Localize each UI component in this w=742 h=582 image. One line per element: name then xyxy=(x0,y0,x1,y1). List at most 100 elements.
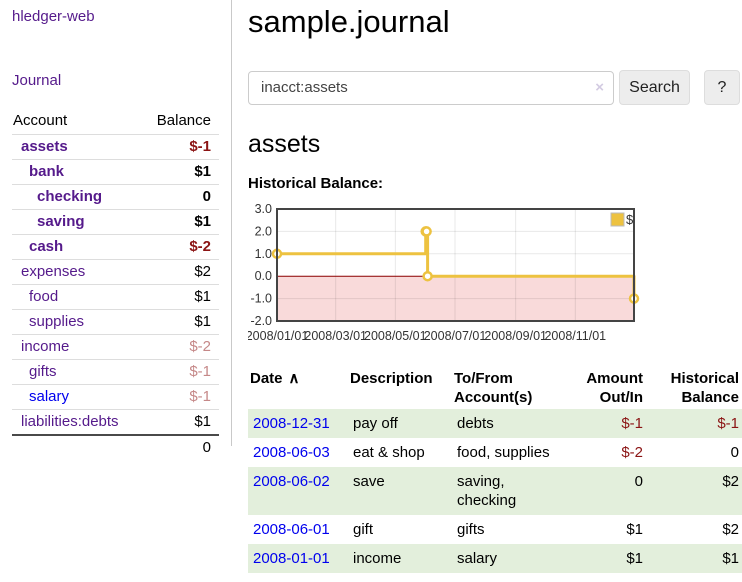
x-axis-tick-label: 2008/09/01 xyxy=(484,329,547,343)
page-title: sample.journal xyxy=(248,4,450,39)
column-header-accounts[interactable]: To/From Account(s) xyxy=(454,370,533,406)
x-axis-tick-label: 2008/11/01 xyxy=(544,329,606,343)
accounts-header-balance: Balance xyxy=(156,112,211,129)
transaction-row: 2008-06-03 eat & shop food, supplies $-2 0 xyxy=(248,438,742,467)
transaction-row: 2008-06-01 gift gifts $1 $2 xyxy=(248,515,742,544)
x-axis-tick-label: 2008/07/01 xyxy=(424,329,487,343)
sidebar-item-journal[interactable]: Journal xyxy=(12,72,62,89)
column-header-date[interactable]: Date ∧ xyxy=(250,370,300,387)
account-balance: $-2 xyxy=(141,334,219,360)
y-axis-tick-label: 2.0 xyxy=(255,224,272,238)
account-balance: $1 xyxy=(141,159,219,185)
sidebar: hledger-web Journal Account Balance asse… xyxy=(0,0,232,460)
account-row: expenses $2 xyxy=(12,259,219,285)
account-row: cash $-2 xyxy=(12,234,219,260)
transaction-amount: 0 xyxy=(634,473,643,490)
transaction-accounts: food, supplies xyxy=(457,444,550,461)
account-balance: $-1 xyxy=(141,359,219,385)
accounts-total-value: 0 xyxy=(141,434,219,460)
transaction-description: eat & shop xyxy=(353,444,425,461)
transactions-table: Date ∧ Description To/From Account(s) Amo… xyxy=(248,366,742,573)
account-balance: $-1 xyxy=(141,384,219,410)
account-row: bank $1 xyxy=(12,159,219,185)
transaction-row: 2008-01-01 income salary $1 $1 xyxy=(248,544,742,573)
account-balance: $1 xyxy=(141,209,219,235)
transaction-amount: $-2 xyxy=(621,444,643,461)
transaction-accounts: salary xyxy=(457,550,498,567)
account-balance: 0 xyxy=(141,184,219,210)
account-row: assets $-1 xyxy=(12,134,219,160)
y-axis-tick-label: 0.0 xyxy=(255,269,272,283)
column-header-amount[interactable]: Amount Out/In xyxy=(586,370,643,406)
search-button[interactable]: Search xyxy=(619,70,690,105)
account-balance: $1 xyxy=(141,309,219,335)
transaction-date-link[interactable]: 2008-01-01 xyxy=(253,550,330,567)
transaction-amount: $1 xyxy=(626,550,643,567)
account-link-cash[interactable]: cash xyxy=(29,238,64,255)
legend-label: $ xyxy=(626,212,634,227)
column-header-description[interactable]: Description xyxy=(350,370,433,387)
transaction-accounts: saving, checking xyxy=(457,473,517,509)
transaction-description: gift xyxy=(353,521,374,538)
plot-border xyxy=(276,208,635,322)
account-link-saving[interactable]: saving xyxy=(37,213,85,230)
transaction-description: save xyxy=(353,473,385,490)
column-header-balance[interactable]: Historical Balance xyxy=(670,370,739,406)
account-link-food[interactable]: food xyxy=(29,288,59,305)
account-link-gifts[interactable]: gifts xyxy=(29,363,57,380)
account-row: salary $-1 xyxy=(12,384,219,410)
account-row: checking 0 xyxy=(12,184,219,210)
transaction-accounts: debts xyxy=(457,415,494,432)
negative-region xyxy=(277,276,634,321)
brand-link[interactable]: hledger-web xyxy=(12,8,95,25)
transaction-balance: $1 xyxy=(722,550,739,567)
legend-swatch xyxy=(610,212,625,227)
transaction-row: 2008-06-02 save saving, checking 0 $2 xyxy=(248,467,742,515)
transaction-date-link[interactable]: 2008-06-02 xyxy=(253,473,330,490)
search-input[interactable] xyxy=(248,70,614,105)
account-link-supplies[interactable]: supplies xyxy=(29,313,85,330)
transaction-balance: $2 xyxy=(722,521,739,538)
accounts-table: Account Balance assets $-1 bank $1 checking 0… xyxy=(12,108,219,460)
y-axis-tick-label: -1.0 xyxy=(250,292,272,306)
help-button[interactable]: ? xyxy=(704,70,740,105)
x-axis-tick-label: 2008/03/01 xyxy=(304,329,367,343)
account-link-checking[interactable]: checking xyxy=(37,188,103,205)
data-point-marker xyxy=(422,270,433,282)
account-balance: $-2 xyxy=(141,234,219,260)
sort-ascending-icon: ∧ xyxy=(288,370,300,387)
main-content: sample.journal × Search ? assets Histori… xyxy=(248,0,742,573)
transaction-accounts: gifts xyxy=(457,521,485,538)
transaction-balance: $-1 xyxy=(717,415,739,432)
transaction-date-link[interactable]: 2008-06-01 xyxy=(253,521,330,538)
account-link-liabilities-debts[interactable]: liabilities:debts xyxy=(21,413,119,430)
account-link-expenses[interactable]: expenses xyxy=(21,263,86,280)
account-row: gifts $-1 xyxy=(12,359,219,385)
search-input-wrap: × xyxy=(248,70,614,105)
clear-search-icon[interactable]: × xyxy=(595,78,604,96)
transaction-date-link[interactable]: 2008-06-03 xyxy=(253,444,330,461)
account-link-assets[interactable]: assets xyxy=(21,138,68,155)
account-link-income[interactable]: income xyxy=(21,338,70,355)
x-axis-tick-label: 2008/05/01 xyxy=(364,329,427,343)
account-row: income $-2 xyxy=(12,334,219,360)
account-row: saving $1 xyxy=(12,209,219,235)
search-form: × Search ? xyxy=(248,70,742,105)
account-link-salary[interactable]: salary xyxy=(29,388,70,405)
transaction-description: income xyxy=(353,550,402,567)
account-balance: $-1 xyxy=(141,134,219,160)
transaction-description: pay off xyxy=(353,415,398,432)
account-link-bank[interactable]: bank xyxy=(29,163,65,180)
transaction-date-link[interactable]: 2008-12-31 xyxy=(253,415,330,432)
accounts-header-account: Account xyxy=(13,112,68,129)
account-row: supplies $1 xyxy=(12,309,219,335)
chart-title: Historical Balance: xyxy=(248,175,384,192)
account-row: food $1 xyxy=(12,284,219,310)
y-axis-tick-label: -2.0 xyxy=(250,314,272,328)
accounts-total-row: 0 xyxy=(12,434,219,460)
y-axis-tick-label: 1.0 xyxy=(255,247,272,261)
data-point-marker xyxy=(421,226,432,237)
transaction-amount: $-1 xyxy=(621,415,643,432)
historical-balance-chart[interactable]: $3.0 2.0 1.0 0.0 -1.0 -2.02008/01/012008/03/0… xyxy=(248,203,742,351)
